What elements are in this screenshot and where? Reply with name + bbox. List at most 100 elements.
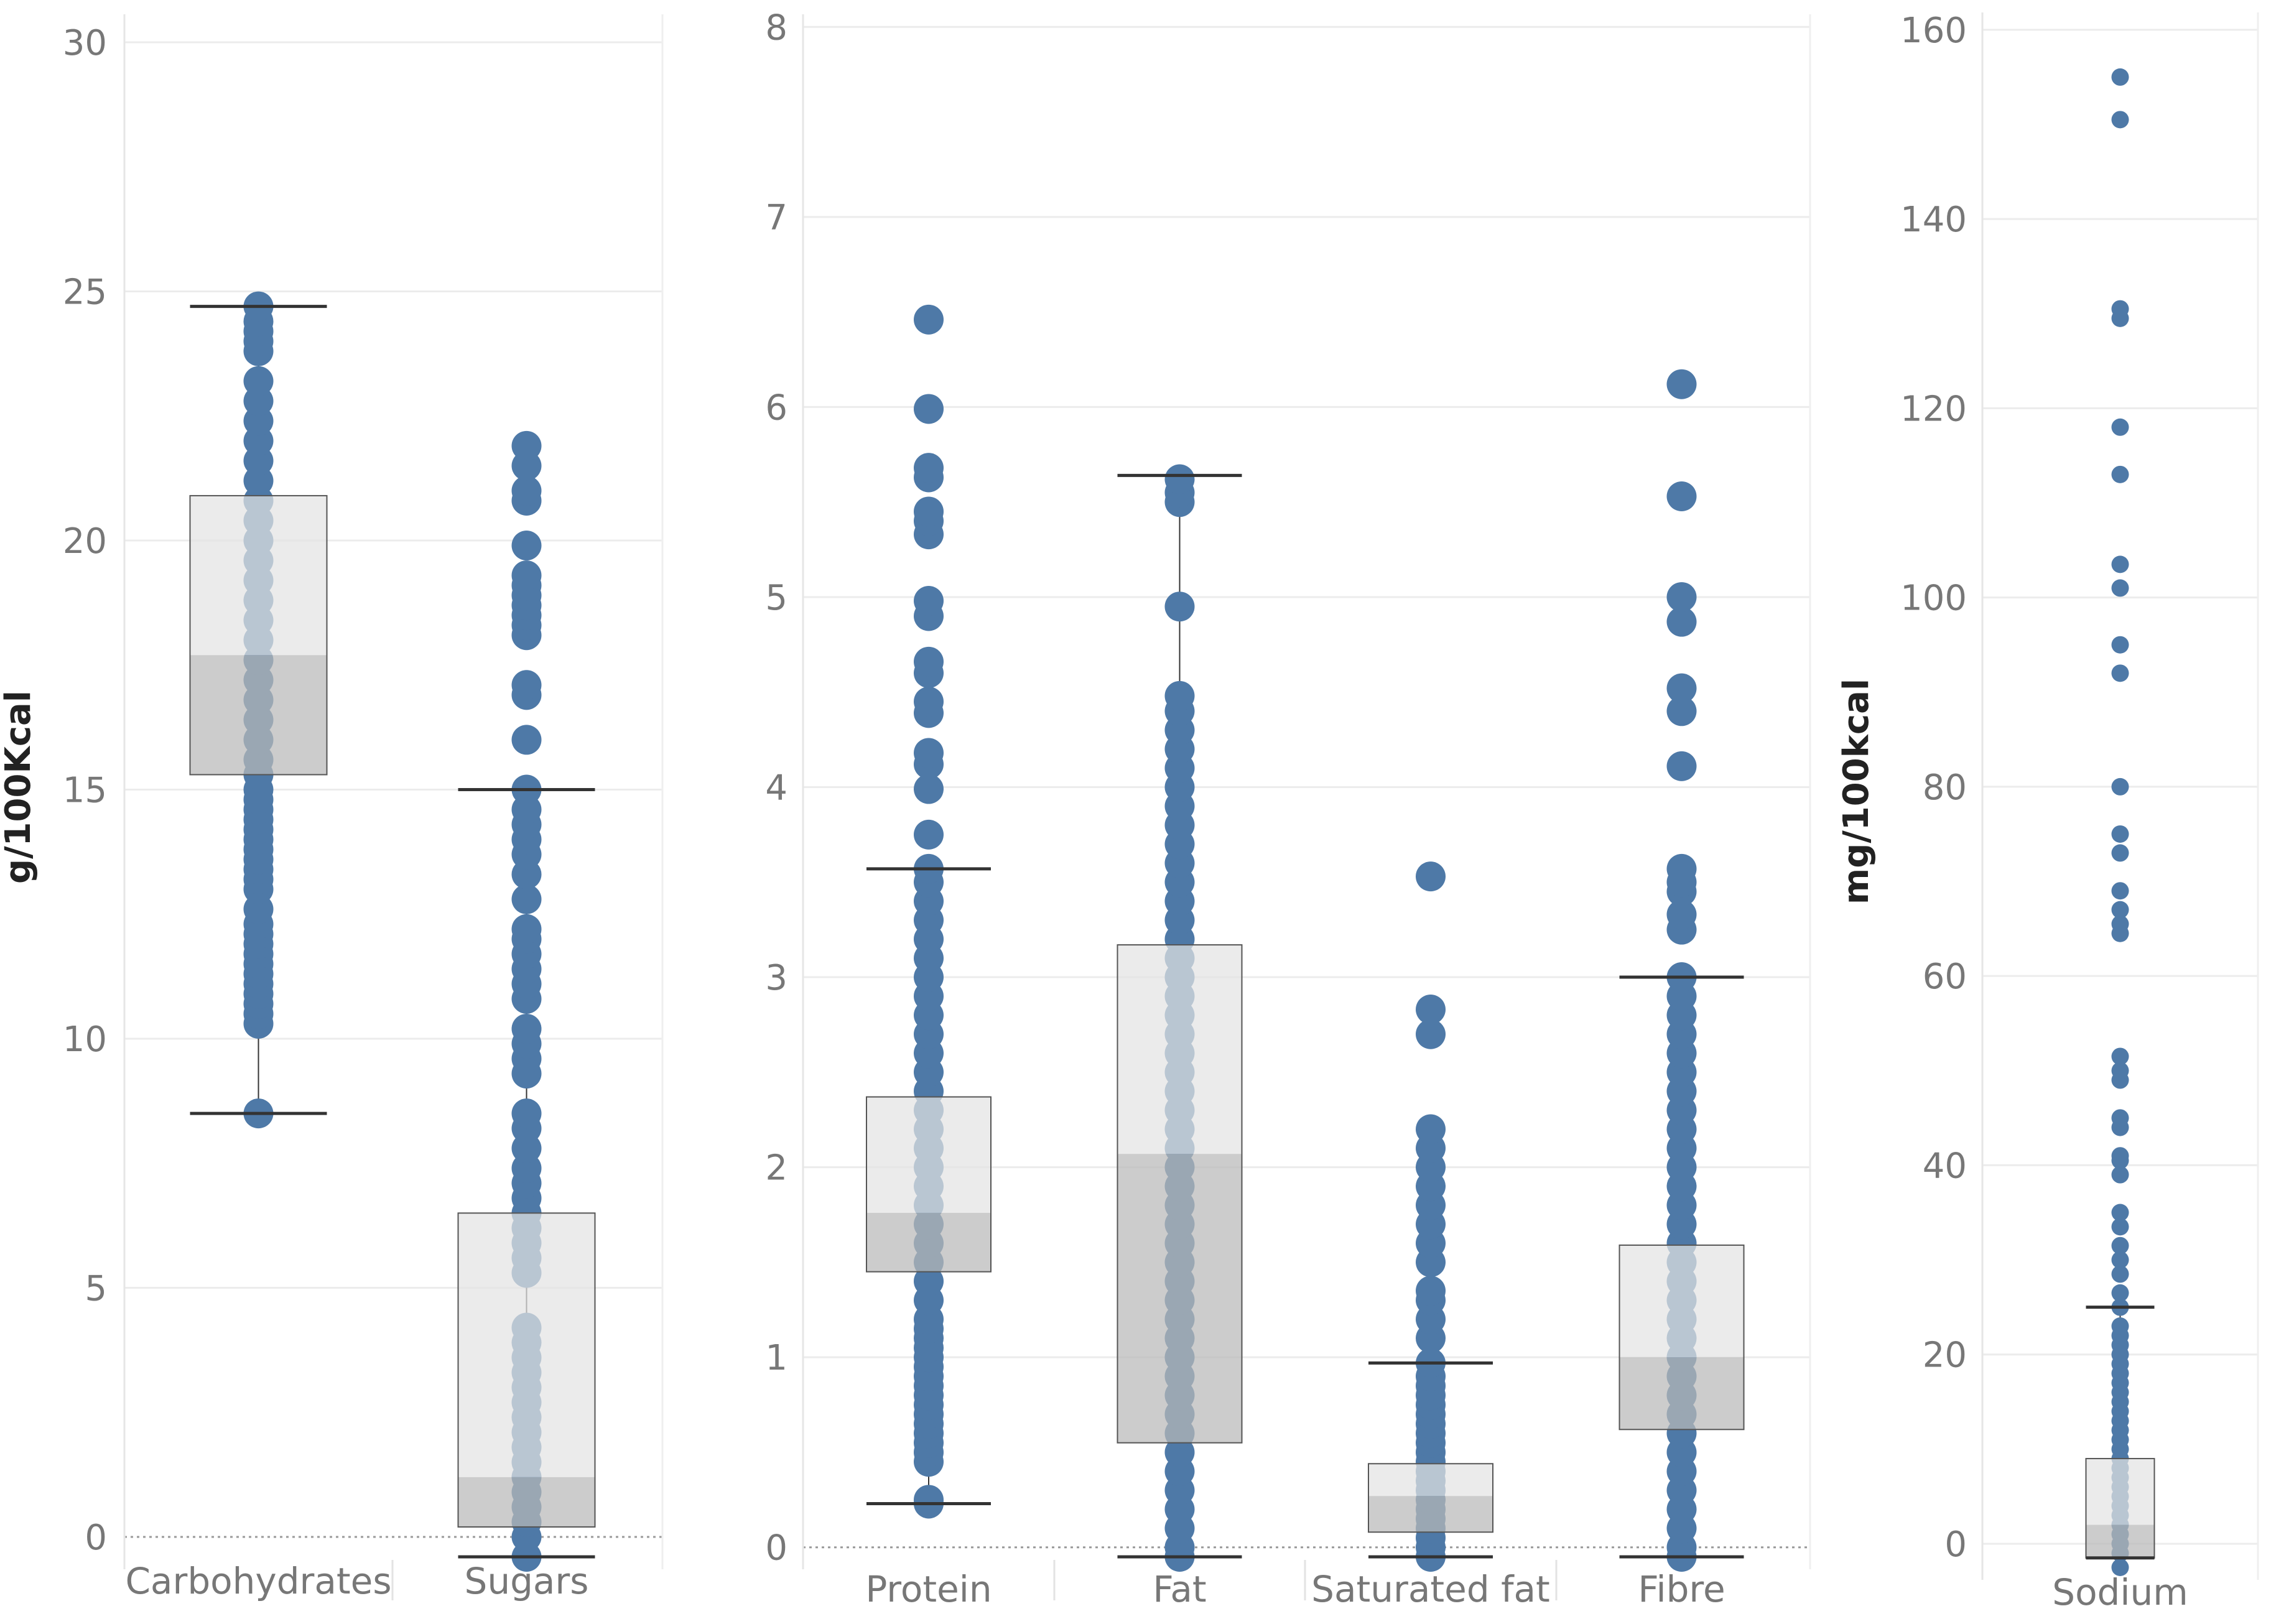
y-tick-label: 3 bbox=[765, 958, 787, 998]
data-point bbox=[1666, 582, 1697, 612]
box-outline bbox=[866, 1096, 992, 1273]
y-tick-label: 40 bbox=[1923, 1146, 1967, 1186]
box-upper-half bbox=[866, 1097, 991, 1213]
y-tick-label: 120 bbox=[1900, 389, 1967, 429]
data-point bbox=[511, 560, 542, 591]
data-point bbox=[511, 475, 542, 506]
data-point bbox=[914, 738, 944, 768]
box-fibre bbox=[1618, 369, 1745, 1572]
y-tick-label: 10 bbox=[63, 1019, 107, 1060]
y-tick-label: 25 bbox=[63, 272, 107, 313]
box-protein bbox=[866, 304, 992, 1519]
data-point bbox=[2111, 555, 2129, 573]
data-point bbox=[511, 1013, 542, 1044]
data-point bbox=[511, 725, 542, 755]
y-tick-label: 6 bbox=[765, 387, 787, 428]
data-point bbox=[914, 496, 944, 527]
data-point bbox=[2111, 1251, 2129, 1269]
data-point bbox=[1666, 481, 1697, 511]
data-point bbox=[2111, 844, 2129, 862]
data-point bbox=[914, 819, 944, 850]
data-point bbox=[1164, 464, 1195, 494]
data-point bbox=[1666, 696, 1697, 726]
data-point bbox=[914, 453, 944, 483]
data-point bbox=[243, 366, 274, 396]
y-tick-label: 5 bbox=[85, 1268, 107, 1309]
data-point bbox=[2111, 418, 2129, 436]
data-point bbox=[511, 884, 542, 914]
box-upper-half bbox=[190, 495, 327, 656]
y-tick-label: 20 bbox=[1923, 1335, 1967, 1376]
data-point bbox=[2111, 882, 2129, 900]
x-category-label: Carbohydrates bbox=[125, 1560, 391, 1602]
x-category-label: Sugars bbox=[465, 1560, 589, 1602]
data-point bbox=[2111, 1204, 2129, 1222]
box-lower-half bbox=[2086, 1524, 2155, 1558]
data-point bbox=[1416, 861, 1446, 892]
data-point bbox=[2111, 1265, 2129, 1283]
data-point bbox=[2111, 1166, 2129, 1184]
data-point bbox=[1666, 369, 1697, 399]
box-lower-half bbox=[1368, 1496, 1493, 1533]
data-point bbox=[914, 304, 944, 335]
box-outline bbox=[1117, 944, 1243, 1444]
box-lower-half bbox=[1117, 1154, 1242, 1443]
data-point bbox=[2111, 465, 2129, 483]
data-point bbox=[2111, 777, 2129, 796]
data-point bbox=[2111, 664, 2129, 682]
data-point bbox=[511, 1098, 542, 1129]
data-point bbox=[2111, 1047, 2129, 1065]
data-point bbox=[1666, 751, 1697, 781]
data-point bbox=[1666, 673, 1697, 703]
data-point bbox=[2111, 1147, 2129, 1165]
y-tick-label: 7 bbox=[765, 198, 787, 238]
y-tick-label: 2 bbox=[765, 1148, 787, 1189]
y-tick-label: 1 bbox=[765, 1338, 787, 1378]
data-point bbox=[2111, 825, 2129, 843]
y-tick-label: 8 bbox=[765, 7, 787, 48]
box-outline bbox=[1618, 1244, 1745, 1431]
box-outline bbox=[189, 494, 328, 776]
x-category-label: Saturated fat bbox=[1311, 1568, 1550, 1610]
box-sodium bbox=[2085, 68, 2155, 1576]
y-tick-label: 4 bbox=[765, 768, 787, 809]
data-point bbox=[1666, 899, 1697, 930]
box-lower-half bbox=[458, 1477, 595, 1527]
box-saturated-fat bbox=[1368, 861, 1493, 1572]
data-point bbox=[2111, 111, 2129, 129]
y-tick-label: 5 bbox=[765, 578, 787, 618]
data-point bbox=[914, 646, 944, 677]
data-point bbox=[1666, 853, 1697, 884]
data-point bbox=[511, 914, 542, 944]
data-point bbox=[511, 430, 542, 461]
data-point bbox=[1666, 606, 1697, 637]
box-sugars bbox=[457, 430, 596, 1572]
data-point bbox=[511, 531, 542, 561]
chart-panel-3: 0 20 40 60 80 100 120 140 160 mg/100kcal Sodium bbox=[1836, 11, 2259, 1613]
box-fat bbox=[1117, 464, 1243, 1572]
data-point bbox=[914, 774, 944, 804]
data-point bbox=[914, 586, 944, 616]
data-point bbox=[914, 1485, 944, 1515]
data-point bbox=[2111, 1284, 2129, 1302]
y-tick-label: 160 bbox=[1900, 11, 1967, 51]
y-axis-label: g/100Kcal bbox=[0, 690, 39, 884]
y-tick-label: 60 bbox=[1923, 957, 1967, 997]
data-point bbox=[2111, 915, 2129, 933]
data-point bbox=[2111, 901, 2129, 919]
chart-panel-1: 0 5 10 15 20 25 30 g/100Kcal Carbohydrates Sugars bbox=[0, 14, 664, 1602]
box-lower-half bbox=[1619, 1357, 1744, 1430]
y-tick-label: 80 bbox=[1923, 768, 1967, 808]
box-upper-half bbox=[458, 1213, 595, 1477]
y-tick-label: 140 bbox=[1900, 200, 1967, 240]
data-point bbox=[2111, 1317, 2129, 1335]
x-category-label: Protein bbox=[865, 1568, 992, 1610]
y-tick-label: 15 bbox=[63, 771, 107, 811]
data-point bbox=[914, 687, 944, 717]
box-upper-half bbox=[1117, 945, 1242, 1154]
y-tick-label: 20 bbox=[63, 521, 107, 562]
x-category-label: Sodium bbox=[2052, 1571, 2188, 1613]
data-point bbox=[2111, 1237, 2129, 1255]
